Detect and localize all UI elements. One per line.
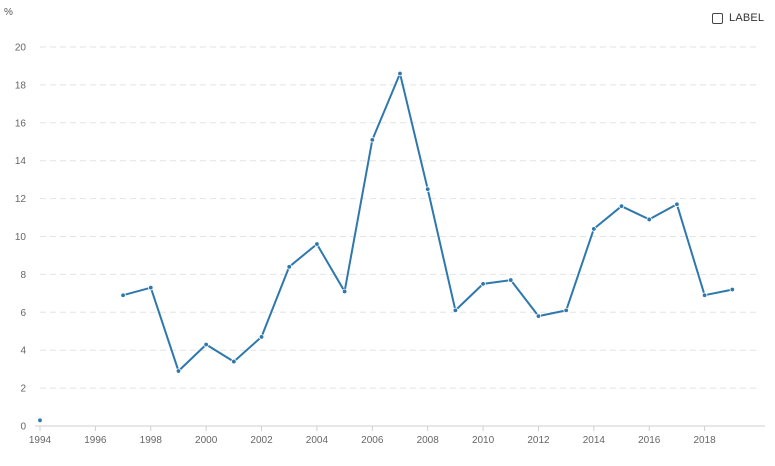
y-tick-label: 0 (20, 422, 26, 433)
data-point[interactable] (37, 417, 43, 424)
x-tick-label: 1998 (140, 435, 163, 446)
x-tick-label: 2010 (472, 435, 495, 446)
x-tick-label: 1996 (84, 435, 107, 446)
data-point[interactable] (508, 277, 514, 283)
data-point[interactable] (120, 292, 126, 298)
y-tick-label: 16 (15, 118, 27, 129)
x-tick-label: 2006 (361, 435, 384, 446)
y-tick-label: 20 (15, 43, 27, 54)
data-point[interactable] (452, 307, 459, 314)
data-point[interactable] (369, 137, 376, 143)
y-tick-label: 14 (15, 156, 27, 167)
data-point[interactable] (535, 313, 542, 319)
data-point[interactable] (203, 341, 209, 348)
x-tick-label: 2012 (527, 435, 550, 446)
data-point[interactable] (591, 226, 597, 232)
x-tick-label: 2004 (306, 435, 329, 446)
data-point[interactable] (231, 358, 237, 365)
y-tick-label: 6 (20, 308, 26, 319)
x-tick-label: 2008 (417, 435, 440, 446)
data-point[interactable] (175, 368, 182, 374)
data-point[interactable] (618, 203, 625, 209)
x-tick-label: 2018 (693, 435, 716, 446)
data-point[interactable] (397, 70, 403, 77)
y-axis-unit-label: % (4, 7, 13, 18)
label-toggle-text: LABEL (729, 12, 765, 24)
x-tick-label: 2014 (583, 435, 606, 446)
y-tick-label: 12 (15, 194, 27, 205)
data-point[interactable] (701, 292, 708, 298)
data-point[interactable] (674, 201, 680, 207)
y-tick-label: 2 (20, 384, 26, 395)
y-tick-label: 8 (20, 270, 26, 281)
y-tick-label: 18 (15, 80, 27, 91)
data-point[interactable] (563, 307, 569, 314)
data-point[interactable] (729, 286, 736, 293)
x-tick-label: 1994 (29, 435, 52, 446)
data-point[interactable] (646, 216, 652, 223)
x-tick-label: 2016 (638, 435, 661, 446)
y-tick-label: 4 (20, 346, 26, 357)
y-tick-label: 10 (15, 232, 27, 243)
x-tick-label: 2000 (195, 435, 218, 446)
data-point[interactable] (314, 241, 320, 247)
data-point[interactable] (341, 288, 348, 295)
data-point[interactable] (258, 334, 265, 340)
data-point[interactable] (424, 186, 431, 192)
series (37, 70, 736, 424)
data-point[interactable] (148, 284, 154, 291)
axes: 0 2 4 6 8 10 12 14 16 18 20 1994 1996 1998 2000 2002 200… (15, 43, 765, 446)
series-line (122, 72, 734, 372)
data-point[interactable] (286, 264, 292, 270)
label-checkbox[interactable] (712, 12, 723, 24)
label-toggle[interactable]: LABEL (712, 12, 764, 24)
x-tick-label: 2002 (250, 435, 273, 446)
data-point[interactable] (480, 281, 486, 287)
